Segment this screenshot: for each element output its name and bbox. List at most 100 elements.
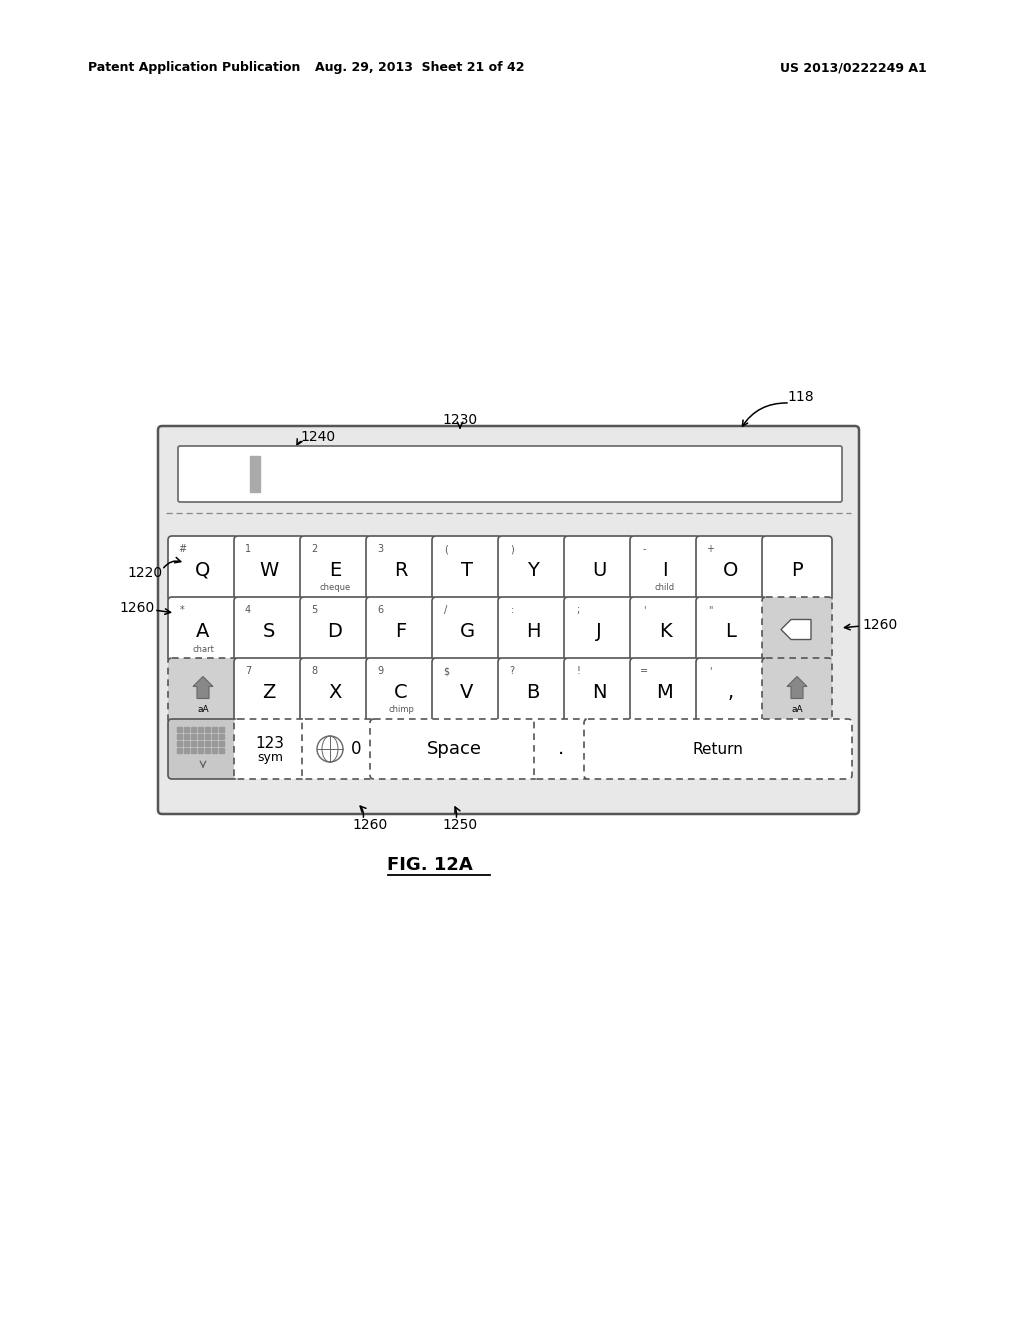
FancyBboxPatch shape bbox=[630, 657, 700, 723]
Bar bbox=[177, 748, 182, 752]
Text: *: * bbox=[179, 605, 184, 615]
Text: -: - bbox=[642, 544, 646, 554]
FancyBboxPatch shape bbox=[534, 719, 588, 779]
Text: 1250: 1250 bbox=[442, 818, 477, 832]
Bar bbox=[212, 734, 217, 739]
FancyBboxPatch shape bbox=[234, 657, 304, 723]
Text: I: I bbox=[663, 561, 668, 579]
Text: 8: 8 bbox=[311, 667, 317, 676]
FancyBboxPatch shape bbox=[168, 536, 238, 601]
Text: R: R bbox=[394, 561, 408, 579]
Text: 1260: 1260 bbox=[862, 618, 897, 632]
Bar bbox=[184, 741, 189, 746]
Text: E: E bbox=[329, 561, 341, 579]
Text: 4: 4 bbox=[245, 605, 251, 615]
Text: :: : bbox=[510, 605, 514, 615]
FancyBboxPatch shape bbox=[762, 536, 831, 601]
Text: 3: 3 bbox=[377, 544, 383, 554]
FancyBboxPatch shape bbox=[564, 597, 634, 663]
Bar bbox=[184, 727, 189, 733]
Text: S: S bbox=[263, 622, 275, 642]
Bar bbox=[191, 748, 196, 752]
Text: M: M bbox=[656, 682, 674, 702]
Text: D: D bbox=[328, 622, 342, 642]
Text: 5: 5 bbox=[311, 605, 317, 615]
Text: aA: aA bbox=[198, 705, 209, 714]
Text: $: $ bbox=[443, 667, 450, 676]
Text: Y: Y bbox=[527, 561, 539, 579]
Text: cheque: cheque bbox=[319, 583, 350, 593]
Text: T: T bbox=[461, 561, 473, 579]
FancyBboxPatch shape bbox=[234, 719, 306, 779]
FancyBboxPatch shape bbox=[498, 657, 568, 723]
Bar bbox=[191, 741, 196, 746]
FancyBboxPatch shape bbox=[498, 536, 568, 601]
Bar bbox=[212, 727, 217, 733]
Text: ': ' bbox=[643, 605, 645, 615]
Text: 2: 2 bbox=[311, 544, 317, 554]
FancyBboxPatch shape bbox=[234, 536, 304, 601]
Text: Z: Z bbox=[262, 682, 275, 702]
Bar bbox=[205, 748, 210, 752]
Bar bbox=[205, 727, 210, 733]
Bar bbox=[205, 734, 210, 739]
Text: The ch: The ch bbox=[193, 465, 253, 483]
Text: aA: aA bbox=[792, 705, 803, 714]
Bar bbox=[250, 455, 260, 492]
Text: V: V bbox=[461, 682, 474, 702]
FancyBboxPatch shape bbox=[366, 536, 436, 601]
FancyBboxPatch shape bbox=[302, 719, 374, 779]
FancyBboxPatch shape bbox=[300, 597, 370, 663]
FancyBboxPatch shape bbox=[498, 597, 568, 663]
Text: 9: 9 bbox=[377, 667, 383, 676]
Text: x: x bbox=[795, 623, 803, 636]
Text: ': ' bbox=[709, 667, 712, 676]
Bar bbox=[219, 727, 224, 733]
Text: L: L bbox=[726, 622, 736, 642]
FancyBboxPatch shape bbox=[168, 657, 238, 723]
Polygon shape bbox=[193, 676, 213, 698]
FancyBboxPatch shape bbox=[300, 657, 370, 723]
Bar bbox=[191, 734, 196, 739]
Bar bbox=[177, 741, 182, 746]
Bar bbox=[219, 734, 224, 739]
FancyBboxPatch shape bbox=[366, 597, 436, 663]
Text: 1220: 1220 bbox=[128, 566, 163, 579]
Bar bbox=[212, 741, 217, 746]
Text: chart: chart bbox=[193, 644, 214, 653]
Text: ": " bbox=[708, 605, 713, 615]
Text: Return: Return bbox=[692, 742, 743, 756]
Bar bbox=[198, 741, 203, 746]
Text: chimp: chimp bbox=[388, 705, 414, 714]
Text: ;: ; bbox=[577, 605, 580, 615]
Text: P: P bbox=[792, 561, 803, 579]
FancyBboxPatch shape bbox=[696, 536, 766, 601]
Text: U: U bbox=[592, 561, 606, 579]
Text: US 2013/0222249 A1: US 2013/0222249 A1 bbox=[780, 62, 927, 74]
Text: G: G bbox=[460, 622, 474, 642]
Text: 1: 1 bbox=[245, 544, 251, 554]
Text: !: ! bbox=[577, 667, 580, 676]
FancyBboxPatch shape bbox=[630, 597, 700, 663]
Text: A: A bbox=[197, 622, 210, 642]
FancyBboxPatch shape bbox=[564, 657, 634, 723]
Text: O: O bbox=[723, 561, 738, 579]
Text: 7: 7 bbox=[245, 667, 251, 676]
Text: 6: 6 bbox=[377, 605, 383, 615]
FancyBboxPatch shape bbox=[762, 597, 831, 663]
Text: 1260: 1260 bbox=[120, 601, 155, 615]
FancyBboxPatch shape bbox=[432, 597, 502, 663]
Text: X: X bbox=[329, 682, 342, 702]
Text: 1240: 1240 bbox=[300, 430, 335, 444]
Text: B: B bbox=[526, 682, 540, 702]
Text: 0: 0 bbox=[351, 741, 361, 758]
Text: ?: ? bbox=[509, 667, 515, 676]
Bar bbox=[184, 748, 189, 752]
Bar bbox=[219, 748, 224, 752]
Bar bbox=[198, 727, 203, 733]
Text: K: K bbox=[658, 622, 672, 642]
Text: H: H bbox=[525, 622, 541, 642]
FancyBboxPatch shape bbox=[366, 657, 436, 723]
FancyBboxPatch shape bbox=[762, 657, 831, 723]
FancyBboxPatch shape bbox=[696, 597, 766, 663]
